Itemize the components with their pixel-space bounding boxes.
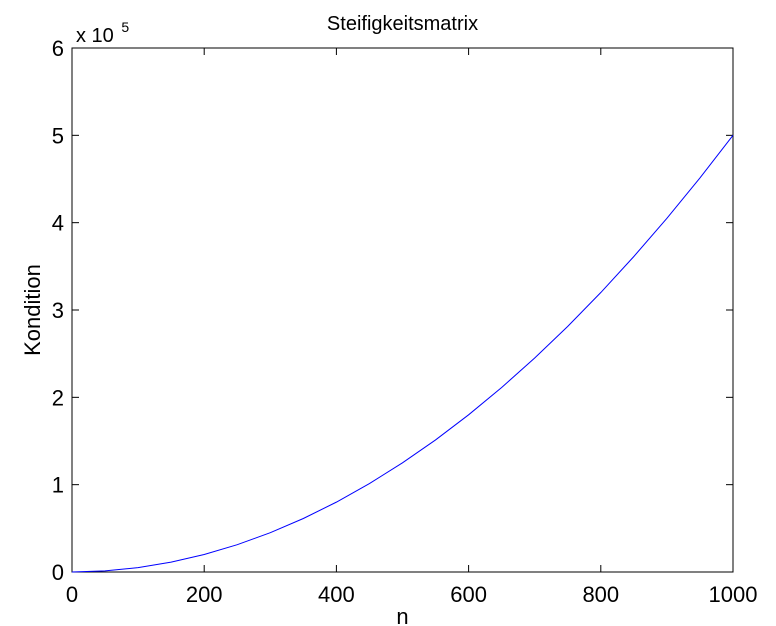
x-tick-label: 800	[582, 582, 619, 607]
y-axis-multiplier-base: x 10	[76, 25, 114, 47]
y-axis-ticks: 0 1 2 3 4 5 6	[52, 36, 733, 585]
y-tick-label: 1	[52, 473, 64, 498]
y-axis-label: Kondition	[20, 264, 45, 356]
x-tick-label: 1000	[709, 582, 758, 607]
y-tick-label: 6	[52, 36, 64, 61]
chart-title: Steifigkeitsmatrix	[327, 13, 478, 35]
y-tick-label: 2	[52, 385, 64, 410]
x-tick-label: 0	[66, 582, 78, 607]
y-tick-label: 5	[52, 123, 64, 148]
x-tick-label: 600	[450, 582, 487, 607]
x-axis-ticks: 0 200 400 600 800 1000	[66, 48, 758, 607]
x-tick-label: 200	[186, 582, 223, 607]
y-tick-label: 0	[52, 560, 64, 585]
x-tick-label: 400	[318, 582, 355, 607]
y-tick-label: 3	[52, 298, 64, 323]
x-axis-label: n	[396, 604, 408, 626]
y-tick-label: 4	[52, 211, 64, 236]
y-axis-multiplier-exponent: 5	[121, 19, 129, 35]
series-line	[71, 135, 734, 573]
plot-area-frame	[71, 47, 734, 573]
y-axis-multiplier: x 10 5	[76, 19, 129, 47]
